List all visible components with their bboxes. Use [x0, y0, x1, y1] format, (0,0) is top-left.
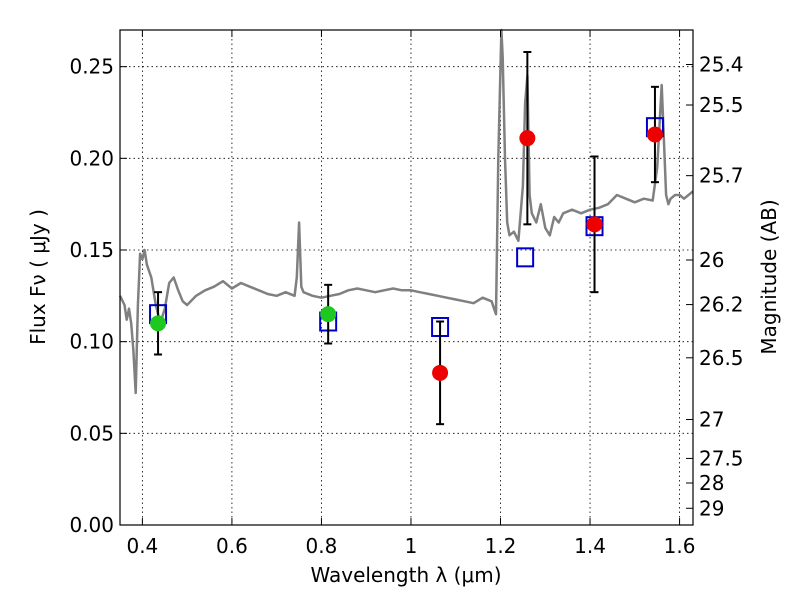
mag-tick-label: 26.5 [699, 346, 744, 370]
mag-tick-label: 28 [699, 471, 724, 495]
observed-point [150, 315, 167, 332]
x-tick-label: 1 [405, 534, 418, 558]
observed-point [646, 126, 663, 143]
x-tick-label: 0.4 [126, 534, 158, 558]
mag-tick-label: 25.7 [699, 164, 744, 188]
x-tick-label: 0.6 [216, 534, 248, 558]
y-tick-label: 0.00 [69, 513, 114, 537]
observed-point [586, 216, 603, 233]
mag-tick-label: 27 [699, 408, 724, 432]
mag-tick-label: 25.4 [699, 52, 744, 76]
axis-ticks: 0.4 0.6 0.8 1 1.2 1.4 1.6 0.00 0.05 0.10 0.15 0.20 0… [69, 30, 744, 558]
y-tick-label: 0.20 [69, 146, 114, 170]
x-tick-label: 1.4 [574, 534, 606, 558]
observed-point [432, 364, 449, 381]
mag-tick-label: 26 [699, 248, 724, 272]
mag-tick-label: 25.5 [699, 93, 744, 117]
marker-layer [149, 51, 664, 426]
mag-tick-label: 29 [699, 496, 724, 520]
y-axis-label: Flux Fν ( μJy ) [26, 209, 50, 345]
x-axis-label: Wavelength λ (μm) [310, 563, 501, 587]
plot-background [120, 30, 693, 525]
model-photometry-square [516, 247, 535, 268]
y-axis-right-label: Magnitude (AB) [757, 199, 781, 354]
y-tick-label: 0.25 [69, 55, 114, 79]
y-tick-label: 0.10 [69, 330, 114, 354]
x-tick-label: 1.2 [485, 534, 517, 558]
mag-tick-label: 27.5 [699, 446, 744, 470]
y-tick-label: 0.15 [69, 238, 114, 262]
y-tick-label: 0.05 [69, 421, 114, 445]
x-tick-label: 0.8 [306, 534, 338, 558]
mag-tick-label: 26.2 [699, 293, 744, 317]
plot-frame [119, 29, 694, 526]
x-tick-label: 1.6 [664, 534, 696, 558]
observed-point [519, 130, 536, 147]
observed-point [320, 306, 337, 323]
